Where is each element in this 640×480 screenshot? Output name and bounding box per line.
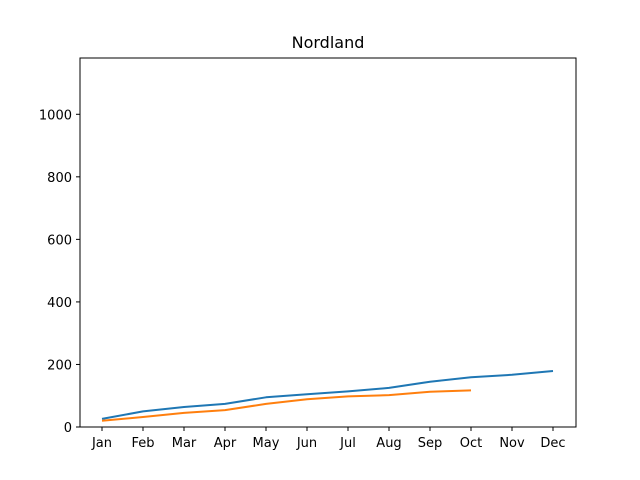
y-tick-label-600: 600 bbox=[47, 233, 72, 248]
x-tick-label-nov: Nov bbox=[499, 436, 525, 451]
plot-area-frame bbox=[79, 57, 577, 428]
series-line-2 bbox=[101, 389, 472, 422]
y-axis: 0 200 400 600 800 1000 bbox=[39, 108, 80, 436]
x-tick-label-jul: Jul bbox=[339, 436, 356, 451]
x-tick-label-mar: Mar bbox=[172, 436, 197, 451]
x-tick-label-feb: Feb bbox=[131, 436, 154, 451]
chart-title: Nordland bbox=[292, 33, 365, 52]
y-tick-label-1000: 1000 bbox=[39, 108, 72, 123]
y-tick-label-200: 200 bbox=[47, 358, 72, 373]
x-tick-label-sep: Sep bbox=[418, 436, 443, 451]
y-tick-label-800: 800 bbox=[47, 171, 72, 186]
series-line-1 bbox=[101, 370, 554, 420]
y-tick-label-400: 400 bbox=[47, 296, 72, 311]
x-tick-label-jun: Jun bbox=[296, 436, 317, 451]
x-tick-label-jan: Jan bbox=[91, 436, 112, 451]
x-tick-label-aug: Aug bbox=[376, 436, 401, 451]
x-tick-label-oct: Oct bbox=[460, 436, 482, 451]
x-tick-label-may: May bbox=[253, 436, 280, 451]
y-tick-label-0: 0 bbox=[64, 421, 72, 436]
x-tick-label-apr: Apr bbox=[214, 436, 237, 451]
series-layer bbox=[101, 370, 554, 422]
x-axis: Jan Feb Mar Apr May Jun Jul Aug Sep Oct Nov Dec bbox=[91, 427, 566, 451]
x-tick-label-dec: Dec bbox=[540, 436, 565, 451]
